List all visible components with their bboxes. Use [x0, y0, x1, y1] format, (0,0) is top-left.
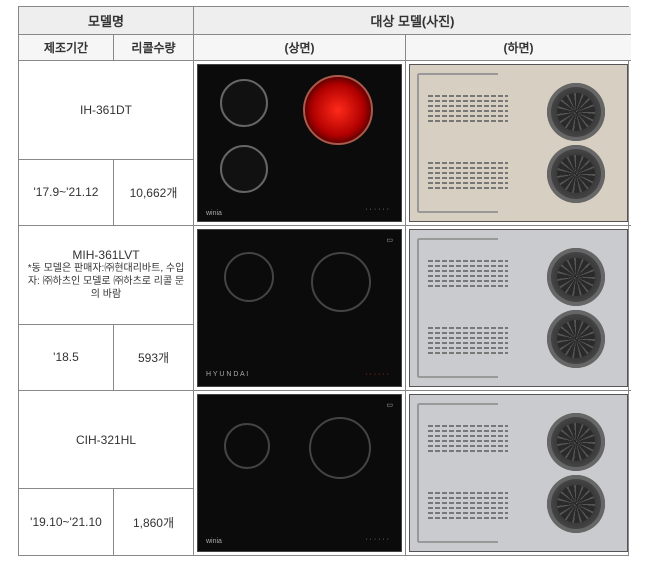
model-cell: MIH-361LVT*동 모델은 판매자:㈜현대리바트, 수입자: ㈜하츠인 모…: [19, 226, 194, 325]
qty-cell: 593개: [114, 325, 194, 392]
qty-cell: 1,860개: [114, 489, 194, 555]
front-photo-cell: ▭wi͏n͏i͏a· · · · · ·: [194, 391, 406, 555]
model-name: CIH-321HL: [76, 433, 136, 447]
period-cell: '17.9~'21.12: [19, 160, 114, 227]
hdr-recall-qty: 리콜수량: [114, 35, 194, 61]
back-photo-cell: [406, 61, 631, 226]
model-name: IH-361DT: [80, 103, 132, 117]
hdr-front: (상면): [194, 35, 406, 61]
hdr-back: (하면): [406, 35, 631, 61]
model-note: *동 모델은 판매자:㈜현대리바트, 수입자: ㈜하츠인 모델로 ㈜하츠로 리콜…: [25, 262, 187, 301]
period-cell: '19.10~'21.10: [19, 489, 114, 555]
period-cell: '18.5: [19, 325, 114, 392]
model-cell: CIH-321HL: [19, 391, 194, 489]
model-cell: IH-361DT: [19, 61, 194, 160]
model-name: MIH-361LVT: [72, 248, 139, 262]
front-photo-cell: wi͏n͏i͏a· · · · · ·: [194, 61, 406, 226]
back-photo-cell: [406, 226, 631, 391]
front-photo-cell: ▭H Y U N D A I· · · · · ·: [194, 226, 406, 391]
hdr-period: 제조기간: [19, 35, 114, 61]
back-photo-cell: [406, 391, 631, 555]
qty-cell: 10,662개: [114, 160, 194, 227]
recall-table: 모델명 대상 모델(사진) 제조기간 리콜수량 (상면) (하면) IH-361…: [18, 6, 629, 556]
hdr-model-name: 모델명: [19, 7, 194, 35]
hdr-photo-title: 대상 모델(사진): [194, 7, 631, 35]
